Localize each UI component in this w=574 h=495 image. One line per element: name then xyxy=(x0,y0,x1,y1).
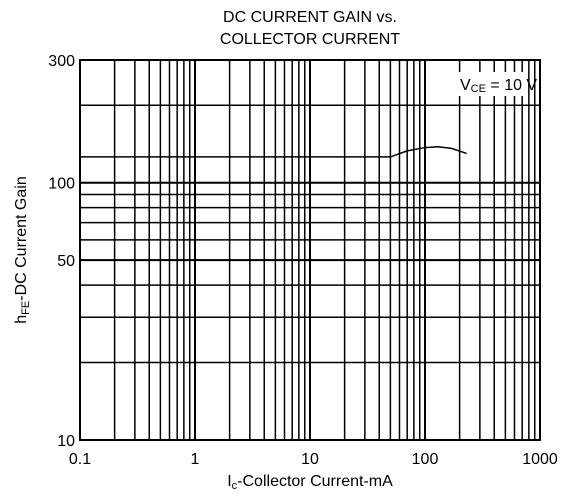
y-tick-label: 50 xyxy=(57,253,75,270)
x-tick-label: 1000 xyxy=(522,451,558,468)
x-tick-label: 100 xyxy=(412,451,439,468)
y-label-rest: -DC Current Gain xyxy=(13,176,30,300)
x-label-main: I xyxy=(227,473,231,490)
x-tick-label: 1 xyxy=(191,451,200,468)
annotation-rest: = 10 V xyxy=(486,77,537,94)
annotation: VCE = 10 V xyxy=(460,77,537,95)
y-tick-label: 10 xyxy=(57,433,75,450)
annotation-sub: CE xyxy=(471,83,486,95)
chart-title: DC CURRENT GAIN vs. xyxy=(223,9,397,26)
data-line xyxy=(80,146,467,158)
plot-frame xyxy=(79,59,541,441)
x-axis-label: Ic-Collector Current-mA xyxy=(227,473,393,492)
y-tick-label: 300 xyxy=(48,53,75,70)
y-axis-label: hFE-DC Current Gain xyxy=(13,176,32,323)
annotation-main: V xyxy=(460,77,471,94)
chart-title: COLLECTOR CURRENT xyxy=(220,31,400,48)
y-tick-label: 100 xyxy=(48,176,75,193)
x-label-rest: -Collector Current-mA xyxy=(237,473,393,490)
y-label-main: h xyxy=(13,315,30,324)
annotation-bg xyxy=(456,72,526,96)
x-tick-label: 10 xyxy=(301,451,319,468)
x-tick-label: 0.1 xyxy=(69,451,91,468)
y-label-sub: FE xyxy=(20,301,32,315)
x-label-sub: c xyxy=(232,480,238,492)
